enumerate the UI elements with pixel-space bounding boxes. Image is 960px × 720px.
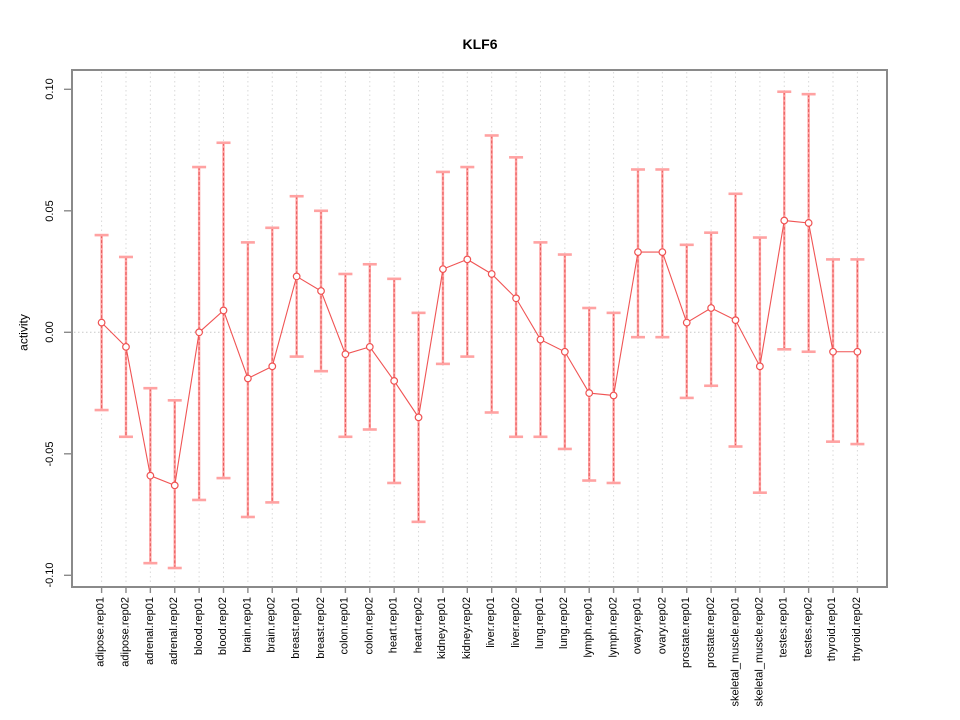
data-point (463, 255, 472, 264)
data-point (853, 347, 862, 356)
plot-frame (71, 69, 888, 588)
data-point (268, 362, 277, 371)
data-point (365, 342, 374, 351)
x-tick-label: brain.rep01 (241, 597, 254, 653)
x-tick-label: lung.rep01 (533, 597, 546, 649)
data-point (243, 374, 252, 383)
data-point (755, 362, 764, 371)
x-tick-label: liver.rep01 (485, 597, 498, 648)
x-tick-label: testes.rep02 (802, 597, 815, 658)
data-point (658, 248, 667, 257)
data-point (390, 377, 399, 385)
x-tick-label: skeletal_muscle.rep02 (753, 597, 766, 707)
data-point (707, 304, 716, 312)
data-point (219, 306, 228, 315)
x-tick-label: breast.rep01 (290, 597, 303, 659)
data-point (292, 272, 301, 281)
data-point (682, 318, 691, 327)
x-tick-label: lung.rep02 (558, 597, 571, 649)
y-tick-label: -0.10 (44, 562, 56, 588)
data-point (829, 347, 837, 356)
data-point (146, 471, 155, 480)
chart-title: KLF6 (462, 36, 498, 52)
x-tick-label: breast.rep02 (314, 597, 327, 659)
x-tick-label: thyroid.rep02 (850, 597, 863, 662)
data-point (439, 265, 447, 274)
data-point (536, 335, 545, 344)
y-tick-label: 0.00 (44, 321, 56, 344)
x-tick-label: adrenal.rep01 (143, 597, 156, 665)
x-tick-label: colon.rep01 (338, 597, 351, 655)
x-tick-label: ovary.rep02 (655, 597, 668, 655)
x-tick-label: adrenal.rep02 (168, 597, 181, 665)
x-tick-label: lymph.rep02 (607, 597, 620, 658)
data-point (97, 318, 106, 327)
data-point (195, 328, 204, 337)
x-tick-label: testes.rep01 (777, 597, 790, 658)
x-tick-label: adipose.rep01 (95, 597, 108, 667)
data-point (122, 342, 130, 351)
series-line (101, 219, 858, 487)
x-tick-label: heart.rep01 (387, 597, 400, 654)
data-point (317, 287, 325, 295)
x-tick-label: brain.rep02 (265, 597, 278, 653)
x-tick-label: blood.rep02 (217, 597, 230, 656)
x-tick-label: kidney.rep02 (460, 597, 473, 660)
data-point (731, 316, 740, 325)
data-point (804, 219, 813, 227)
data-point (609, 391, 618, 400)
x-tick-label: prostate.rep01 (680, 597, 693, 668)
data-point (780, 216, 789, 225)
data-point (487, 270, 496, 278)
data-point (585, 389, 594, 397)
data-point (341, 350, 350, 359)
y-tick-label: 0.05 (44, 200, 56, 222)
x-tick-label: lymph.rep01 (582, 597, 595, 658)
y-tick-label: -0.05 (44, 441, 56, 467)
data-point (512, 294, 520, 303)
data-point (634, 248, 642, 257)
data-point (170, 481, 179, 490)
x-tick-label: colon.rep02 (363, 597, 376, 655)
x-tick-label: skeletal_muscle.rep01 (729, 597, 741, 707)
x-tick-label: ovary.rep01 (631, 597, 644, 655)
x-tick-label: prostate.rep02 (704, 597, 717, 668)
y-tick-label: 0.10 (44, 78, 56, 101)
x-tick-label: blood.rep01 (192, 597, 205, 656)
x-tick-label: liver.rep02 (509, 597, 522, 648)
data-point (414, 413, 423, 422)
x-tick-label: heart.rep02 (412, 597, 425, 654)
x-tick-label: thyroid.rep01 (826, 597, 839, 662)
x-tick-label: adipose.rep02 (119, 597, 132, 667)
x-tick-label: kidney.rep01 (436, 597, 449, 660)
data-point (560, 347, 569, 356)
